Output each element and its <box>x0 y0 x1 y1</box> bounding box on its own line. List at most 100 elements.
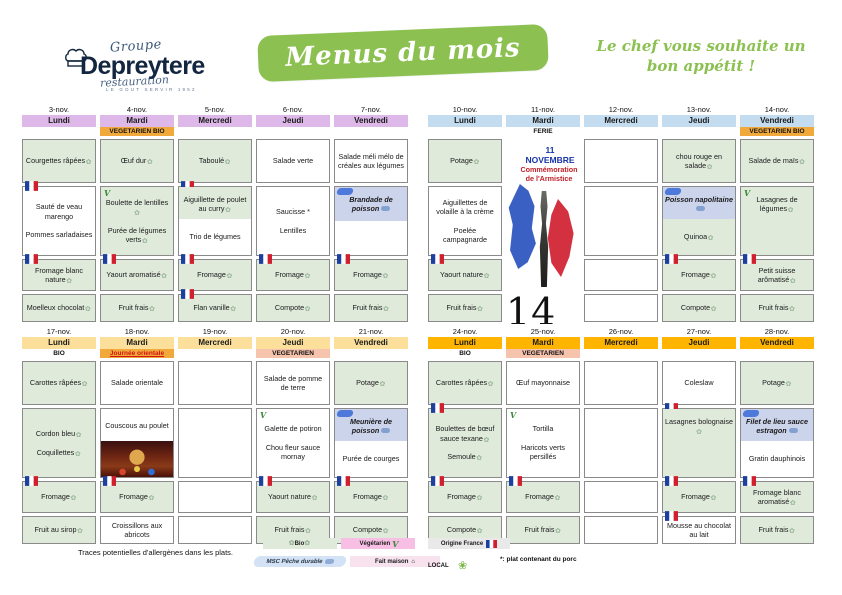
meal-cell-fromage[interactable]: Yaourt nature <box>428 254 502 291</box>
dessert-text: Fruit frais <box>447 303 484 313</box>
plat-side: Coquillettes <box>37 448 82 458</box>
meal-cell-dessert[interactable]: Fruit frais <box>740 516 814 544</box>
meal-cell-plat[interactable]: Filet de lieu sauce estragon Gratin dauph… <box>740 408 814 478</box>
meal-cell-entree[interactable]: Courgettes râpées <box>22 139 96 183</box>
meal-cell-dessert[interactable]: Croissillons aux abricots <box>100 516 174 544</box>
meal-cell-plat[interactable]: Couscous au poulet <box>100 408 174 478</box>
plat-main: Boulette de lentilles <box>103 198 171 217</box>
meal-cell-dessert[interactable]: Fruit frais <box>334 294 408 322</box>
meal-cell-plat[interactable]: Lasagnes de légumesV <box>740 186 814 256</box>
meal-cell-dessert[interactable] <box>178 516 252 544</box>
meal-cell-fromage[interactable]: Fromage <box>662 254 736 291</box>
meal-cell-plat[interactable] <box>584 186 658 256</box>
meal-cell-fromage[interactable]: Petit suisse arômatisé <box>740 254 814 291</box>
meal-cell-dessert[interactable]: Fruit frais <box>506 516 580 544</box>
meal-cell-fromage[interactable]: Yaourt aromatisé <box>100 254 174 291</box>
meal-cell-plat[interactable]: Tortilla Haricots verts persillés V <box>506 408 580 478</box>
bio-icon <box>146 157 153 164</box>
meal-cell-dessert[interactable]: Fruit au sirop <box>22 516 96 544</box>
meal-cell-fromage[interactable] <box>584 259 658 291</box>
meal-cell-fromage[interactable]: Fromage blanc nature <box>22 254 96 291</box>
meal-cell-dessert[interactable]: Compote <box>256 294 330 322</box>
meal-cell-entree[interactable] <box>178 361 252 405</box>
plat-main: Boulettes de bœuf sauce texane <box>431 424 499 443</box>
meal-cell-dessert[interactable]: Fruit frais <box>100 294 174 322</box>
day-column-mardi: 18-nov. Mardi Journée orientale Salade orie… <box>100 326 174 544</box>
meal-cell-plat[interactable]: Aiguillette de poulet au curryTrio de lé… <box>178 181 252 256</box>
meal-cell-plat[interactable]: Meunière de poisson Purée de courges <box>334 408 408 478</box>
meal-cell-plat[interactable]: Boulette de lentilles Purée de légumes ve… <box>100 186 174 256</box>
fromage-text: Fromage blanc aromatisé <box>743 488 811 507</box>
day-date: 25-nov. <box>530 327 556 336</box>
meal-cell-entree[interactable]: Salade de maïs <box>740 139 814 183</box>
meal-cell-entree[interactable]: Potage <box>740 361 814 405</box>
meal-cell-plat[interactable]: Galette de potiron Chou fleur sauce morna… <box>256 408 330 478</box>
meal-cell-plat[interactable] <box>178 408 252 478</box>
meal-cell-fromage[interactable]: Fromage <box>506 476 580 513</box>
fish-icon <box>381 206 391 211</box>
meal-cell-entree[interactable]: Œuf dur <box>100 139 174 183</box>
meal-cell-plat[interactable] <box>584 408 658 478</box>
meal-cell-entree[interactable]: Œuf mayonnaise <box>506 361 580 405</box>
meal-cell-entree[interactable]: Potage <box>334 361 408 405</box>
meal-cell-entree[interactable]: Taboulé <box>178 139 252 183</box>
meal-cell-fromage[interactable]: Fromage <box>178 254 252 291</box>
entree-text: Potage <box>762 378 792 388</box>
meal-cell-dessert[interactable]: Flan vanille <box>178 289 252 322</box>
meal-cell-dessert[interactable]: Moelleux chocolat <box>22 294 96 322</box>
meal-cell-fromage[interactable] <box>584 481 658 513</box>
meal-cell-plat[interactable]: Aiguillettes de volaille à la crème Poelé… <box>428 186 502 256</box>
vegetarian-icon: V <box>260 410 267 420</box>
meal-cell-entree[interactable] <box>584 139 658 183</box>
meal-cell-entree[interactable]: Salade méli mélo de créales aux légumes <box>334 139 408 183</box>
meal-cell-entree[interactable]: Salade orientale <box>100 361 174 405</box>
meal-cell-plat[interactable]: Sauté de veau marengo Pommes sarladaises <box>22 181 96 256</box>
week-row: 3-nov.Lundi Courgettes râpées Sauté de vea… <box>22 104 408 322</box>
meal-cell-dessert[interactable] <box>584 294 658 322</box>
day-date: 14-nov. <box>764 105 790 114</box>
meal-cell-fromage[interactable]: Fromage <box>334 476 408 513</box>
meal-cell-fromage[interactable]: Fromage <box>256 254 330 291</box>
meal-cell-dessert[interactable]: Compote <box>662 294 736 322</box>
meal-cell-entree[interactable]: Carottes râpées <box>428 361 502 405</box>
fromage-text: Fromage <box>681 270 717 280</box>
meal-cell-dessert[interactable]: Mousse au chocolat au lait <box>662 511 736 544</box>
day-flag: VEGETARIEN BIO <box>740 127 814 136</box>
meal-cell-fromage[interactable]: Fromage blanc aromatisé <box>740 476 814 513</box>
day-flag <box>584 127 658 136</box>
meal-cell-plat[interactable]: Lasagnes bolognaise <box>662 403 736 478</box>
dessert-text: Fruit frais <box>759 303 796 313</box>
bio-icon <box>141 236 148 243</box>
meal-cell-entree[interactable]: Salade de pomme de terre <box>256 361 330 405</box>
meal-cell-plat[interactable]: Boulettes de bœuf sauce texane Semoule <box>428 403 502 478</box>
meal-cell-plat[interactable]: Saucisse * Lentilles <box>256 186 330 256</box>
meal-cell-entree[interactable]: Potage <box>428 139 502 183</box>
meal-cell-entree[interactable]: Salade verte <box>256 139 330 183</box>
france-flag-icon <box>259 254 272 264</box>
meal-cell-fromage[interactable]: Fromage <box>428 476 502 513</box>
meal-cell-fromage[interactable] <box>178 481 252 513</box>
meal-cell-fromage[interactable]: Fromage <box>22 476 96 513</box>
meal-cell-entree[interactable]: chou rouge en salade <box>662 139 736 183</box>
meal-cell-fromage[interactable]: Fromage <box>334 254 408 291</box>
meal-cell-fromage[interactable]: Fromage <box>100 476 174 513</box>
meal-cell-dessert[interactable]: Fruit frais <box>428 294 502 322</box>
bio-icon <box>554 493 561 500</box>
meal-cell-fromage[interactable]: Fromage <box>662 476 736 513</box>
meal-cell-plat[interactable]: Cordon bleu Coquillettes <box>22 408 96 478</box>
meal-cell-plat[interactable]: Poisson napolitaine Quinoa <box>662 186 736 256</box>
entree-text: chou rouge en salade <box>665 152 733 171</box>
meal-cell-entree[interactable]: Coleslaw <box>662 361 736 405</box>
bio-icon <box>382 271 389 278</box>
dessert-text: Compote <box>447 525 483 535</box>
entree-text: Salade verte <box>272 156 314 166</box>
meal-cell-dessert[interactable]: Fruit frais <box>740 294 814 322</box>
meal-cell-entree[interactable] <box>584 361 658 405</box>
meal-cell-dessert[interactable] <box>584 516 658 544</box>
meal-cell-entree[interactable]: Carottes râpées <box>22 361 96 405</box>
france-flag-icon <box>431 403 444 413</box>
meal-cell-plat[interactable]: Brandade de poisson <box>334 186 408 256</box>
france-flag-icon <box>431 476 444 486</box>
day-date: 17-nov. <box>46 327 72 336</box>
meal-cell-fromage[interactable]: Yaourt nature <box>256 476 330 513</box>
